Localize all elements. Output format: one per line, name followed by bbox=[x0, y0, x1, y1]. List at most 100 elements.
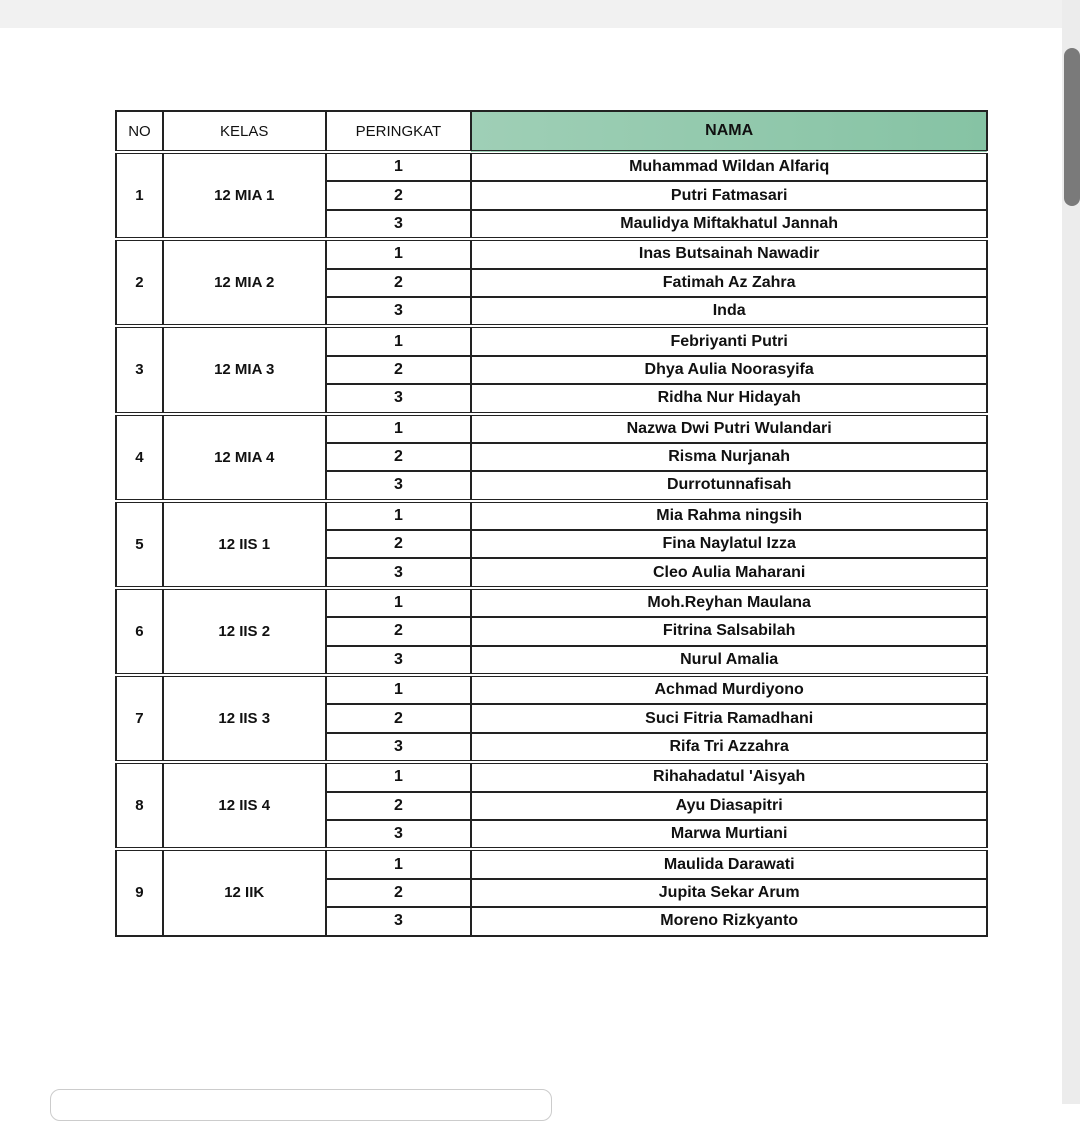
table-row: 9 12 IIK 1 Maulida Darawati bbox=[115, 847, 988, 937]
cell-no: 6 bbox=[115, 585, 164, 677]
cell-nama: Putri Fatmasari bbox=[470, 180, 988, 211]
cell-peringkat: 2 bbox=[324, 790, 473, 821]
cell-nama: Suci Fitria Ramadhani bbox=[470, 703, 988, 734]
cell-no: 9 bbox=[115, 847, 164, 937]
cell-kelas: 12 IIS 3 bbox=[161, 673, 327, 764]
cell-nama: Fatimah Az Zahra bbox=[470, 267, 988, 298]
table-row: 3 Moreno Rizkyanto bbox=[116, 906, 988, 937]
cell-kelas: 12 MIA 3 bbox=[161, 324, 327, 415]
cell-peringkat: 2 bbox=[324, 180, 473, 211]
table-row: 7 12 IIS 3 1 Achmad Murdiyono bbox=[115, 673, 988, 764]
cell-peringkat: 3 bbox=[324, 295, 473, 328]
cell-nama: Risma Nurjanah bbox=[470, 441, 988, 473]
cell-nama: Jupita Sekar Arum bbox=[470, 877, 988, 909]
table-row: 3 12 MIA 3 1 Febriyanti Putri bbox=[115, 324, 988, 415]
cell-nama: Febriyanti Putri bbox=[470, 324, 988, 357]
cell-kelas: 12 IIS 2 bbox=[161, 585, 327, 677]
cell-peringkat: 1 bbox=[324, 760, 473, 793]
table-row: 4 12 MIA 4 1 Nazwa Dwi Putri Wulandari bbox=[115, 411, 988, 502]
cell-nama: Maulidya Miftakhatul Jannah bbox=[470, 208, 988, 241]
table-row: 3 Rifa Tri Azzahra bbox=[116, 731, 988, 764]
cell-peringkat: 1 bbox=[324, 847, 473, 880]
header-kelas: KELAS bbox=[161, 110, 327, 153]
cell-peringkat: 3 bbox=[324, 644, 473, 677]
cell-nama: Achmad Murdiyono bbox=[470, 673, 988, 706]
cell-nama: Fina Naylatul Izza bbox=[470, 529, 988, 560]
table-row: 2 Ayu Diasapitri bbox=[116, 790, 988, 821]
cell-peringkat: 2 bbox=[324, 529, 473, 560]
cell-peringkat: 2 bbox=[324, 616, 473, 647]
cell-nama: Moh.Reyhan Maulana bbox=[470, 585, 988, 619]
table-row: 2 Fitrina Salsabilah bbox=[116, 616, 988, 647]
cell-nama: Rihahadatul 'Aisyah bbox=[470, 760, 988, 793]
cell-peringkat: 3 bbox=[324, 906, 473, 937]
cell-kelas: 12 IIS 4 bbox=[161, 760, 327, 851]
cell-no: 4 bbox=[115, 411, 164, 502]
cell-peringkat: 3 bbox=[324, 731, 473, 764]
cell-peringkat: 2 bbox=[324, 877, 473, 909]
cell-peringkat: 3 bbox=[324, 818, 473, 851]
table-row: 2 Fina Naylatul Izza bbox=[116, 529, 988, 560]
ranking-table: NO KELAS PERINGKAT NAMA 1 12 MIA 1 1 Muhamm… bbox=[115, 110, 988, 937]
cell-nama: Moreno Rizkyanto bbox=[470, 906, 988, 937]
cell-nama: Mia Rahma ningsih bbox=[470, 498, 988, 532]
table-row: 5 12 IIS 1 1 Mia Rahma ningsih bbox=[115, 498, 988, 589]
cell-peringkat: 3 bbox=[324, 470, 473, 502]
cell-nama: Marwa Murtiani bbox=[470, 818, 988, 851]
cell-nama: Muhammad Wildan Alfariq bbox=[470, 149, 988, 183]
table-row: 3 Nurul Amalia bbox=[116, 644, 988, 677]
table-row: 3 Maulidya Miftakhatul Jannah bbox=[116, 208, 988, 241]
header-no: NO bbox=[115, 110, 164, 153]
cell-nama: Maulida Darawati bbox=[470, 847, 988, 880]
cell-peringkat: 1 bbox=[324, 585, 473, 619]
cell-no: 2 bbox=[115, 237, 164, 328]
header-peringkat: PERINGKAT bbox=[324, 110, 473, 153]
cell-no: 3 bbox=[115, 324, 164, 415]
cell-peringkat: 1 bbox=[324, 324, 473, 357]
cell-peringkat: 2 bbox=[324, 703, 473, 734]
cell-no: 5 bbox=[115, 498, 164, 589]
table-row: 2 Dhya Aulia Noorasyifa bbox=[116, 354, 988, 386]
cell-nama: Ridha Nur Hidayah bbox=[470, 383, 988, 415]
cell-peringkat: 3 bbox=[324, 208, 473, 241]
cell-peringkat: 1 bbox=[324, 149, 473, 183]
cell-kelas: 12 IIS 1 bbox=[161, 498, 327, 589]
cell-peringkat: 1 bbox=[324, 498, 473, 532]
cell-nama: Nurul Amalia bbox=[470, 644, 988, 677]
cell-nama: Dhya Aulia Noorasyifa bbox=[470, 354, 988, 386]
cell-peringkat: 3 bbox=[324, 557, 473, 589]
header-row: NO KELAS PERINGKAT NAMA bbox=[115, 110, 988, 153]
cell-peringkat: 1 bbox=[324, 673, 473, 706]
cell-nama: Rifa Tri Azzahra bbox=[470, 731, 988, 764]
cell-nama: Inda bbox=[470, 295, 988, 328]
table-row: 2 12 MIA 2 1 Inas Butsainah Nawadir bbox=[115, 237, 988, 328]
table-row: 6 12 IIS 2 1 Moh.Reyhan Maulana bbox=[115, 585, 988, 677]
cell-no: 8 bbox=[115, 760, 164, 851]
cell-nama: Durrotunnafisah bbox=[470, 470, 988, 502]
scrollbar-track[interactable] bbox=[1062, 0, 1080, 1104]
cell-kelas: 12 MIA 1 bbox=[161, 149, 327, 241]
cell-nama: Ayu Diasapitri bbox=[470, 790, 988, 821]
table-row: 2 Fatimah Az Zahra bbox=[116, 267, 988, 298]
bottom-panel[interactable] bbox=[50, 1089, 552, 1121]
table-row: 3 Cleo Aulia Maharani bbox=[116, 557, 988, 589]
cell-peringkat: 2 bbox=[324, 441, 473, 473]
table-row: 8 12 IIS 4 1 Rihahadatul 'Aisyah bbox=[115, 760, 988, 851]
table-row: 2 Risma Nurjanah bbox=[116, 441, 988, 473]
table-row: 3 Durrotunnafisah bbox=[116, 470, 988, 502]
cell-no: 7 bbox=[115, 673, 164, 764]
cell-nama: Nazwa Dwi Putri Wulandari bbox=[470, 411, 988, 444]
cell-peringkat: 1 bbox=[324, 237, 473, 270]
table-row: 2 Jupita Sekar Arum bbox=[116, 877, 988, 909]
header-nama: NAMA bbox=[470, 110, 988, 153]
table-row: 3 Inda bbox=[116, 295, 988, 328]
cell-nama: Cleo Aulia Maharani bbox=[470, 557, 988, 589]
cell-kelas: 12 MIA 2 bbox=[161, 237, 327, 328]
cell-kelas: 12 MIA 4 bbox=[161, 411, 327, 502]
scrollbar-thumb[interactable] bbox=[1064, 48, 1080, 206]
cell-peringkat: 1 bbox=[324, 411, 473, 444]
cell-nama: Inas Butsainah Nawadir bbox=[470, 237, 988, 270]
cell-peringkat: 2 bbox=[324, 267, 473, 298]
table-row: 3 Ridha Nur Hidayah bbox=[116, 383, 988, 415]
table-row: 3 Marwa Murtiani bbox=[116, 818, 988, 851]
